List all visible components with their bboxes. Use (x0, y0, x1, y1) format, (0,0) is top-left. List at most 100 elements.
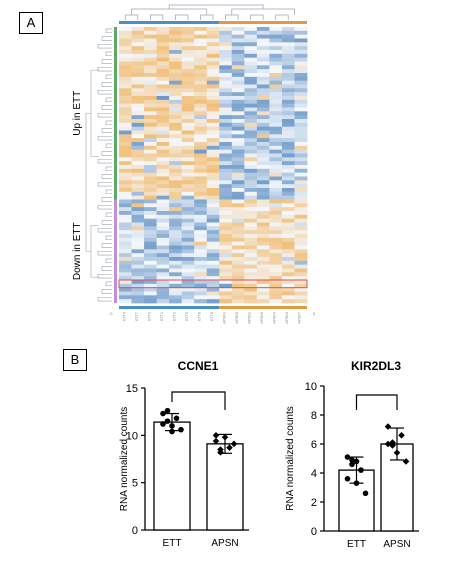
heatmap-cell (144, 176, 157, 181)
heatmap-cell (244, 119, 258, 124)
heatmap-cell (194, 53, 208, 59)
heatmap-cell (156, 184, 170, 189)
heatmap-cell (169, 283, 183, 289)
heatmap-cell (156, 299, 170, 304)
heatmap-cell (256, 287, 270, 292)
heatmap-cell (244, 260, 258, 266)
heatmap-cell (156, 264, 170, 269)
heatmap-cell (231, 241, 245, 246)
heatmap-cell (144, 260, 157, 266)
heatmap-cell (231, 245, 245, 250)
heatmap-cell (119, 260, 132, 266)
heatmap-cell (244, 107, 258, 112)
data-point (173, 415, 180, 422)
heatmap-cell (194, 199, 208, 204)
heatmap-cell (131, 130, 145, 135)
heatmap-cell (169, 92, 183, 97)
heatmap-cell (144, 130, 157, 135)
heatmap-cell (169, 195, 183, 200)
heatmap-cell (144, 119, 157, 124)
heatmap-cell (119, 268, 132, 273)
heatmap-cell (119, 57, 132, 62)
heatmap-cell (244, 287, 258, 292)
heatmap-cell (294, 191, 308, 197)
heatmap-cell (269, 76, 283, 82)
heatmap-cell (244, 149, 258, 154)
heatmap-cell (156, 211, 170, 216)
heatmap-cell (181, 199, 195, 204)
heatmap-cell (156, 280, 170, 285)
heatmap-cell (206, 207, 220, 212)
heatmap-cell (169, 42, 183, 47)
heatmap-cell (281, 260, 295, 266)
heatmap-cell (244, 153, 258, 158)
heatmap-cell (181, 264, 195, 269)
heatmap-cell (231, 234, 245, 239)
heatmap-cell (281, 161, 295, 166)
heatmap-cell (194, 234, 208, 239)
heatmap-cell (131, 222, 145, 227)
row-group-label-up: Up in ETT (72, 91, 83, 136)
heatmap-cell (181, 214, 195, 220)
heatmap-cell (231, 299, 245, 304)
heatmap-cell (119, 96, 132, 101)
heatmap-cell (119, 280, 132, 285)
heatmap-cell (269, 165, 283, 170)
heatmap-cell (144, 184, 157, 189)
heatmap-cell (156, 168, 170, 174)
heatmap-cell (294, 126, 308, 131)
heatmap-cell (156, 134, 170, 139)
heatmap-cell (206, 142, 220, 147)
heatmap-cell (269, 38, 283, 43)
heatmap-cell (294, 46, 308, 51)
heatmap-cell (269, 34, 283, 39)
heatmap-cell (294, 253, 308, 258)
heatmap-cell (144, 188, 157, 193)
heatmap-cell (294, 280, 308, 285)
heatmap-cell (244, 42, 258, 47)
heatmap-cell (169, 214, 183, 220)
heatmap-cell (169, 260, 183, 266)
heatmap-cell (169, 69, 183, 74)
heatmap-cell (294, 142, 308, 147)
heatmap-cell (144, 157, 157, 162)
heatmap-cell (231, 107, 245, 112)
heatmap-cell (131, 264, 145, 269)
data-point (344, 454, 351, 460)
heatmap-cell (269, 27, 283, 32)
heatmap-cell (256, 61, 270, 66)
heatmap-cell (156, 287, 170, 292)
heatmap-cell (294, 115, 308, 120)
heatmap-cell (181, 245, 195, 250)
heatmap-cell (131, 237, 145, 243)
heatmap-cell (181, 295, 195, 300)
heatmap-cell (131, 272, 145, 277)
heatmap-cell (281, 241, 295, 246)
ett-group-bar (119, 306, 220, 309)
heatmap-cell (194, 218, 208, 223)
heatmap-cell (244, 211, 258, 216)
data-point (226, 444, 233, 451)
heatmap-cell (294, 199, 308, 204)
heatmap-cell (219, 299, 233, 304)
heatmap-cell (219, 138, 233, 143)
heatmap-cell (281, 283, 295, 289)
highlight-row-outline (118, 279, 308, 289)
heatmap-cell (206, 88, 220, 93)
heatmap-cell (144, 249, 157, 254)
heatmap-cell (119, 180, 132, 185)
data-point (402, 458, 410, 465)
heatmap-cell (231, 145, 245, 151)
heatmap-cell (131, 184, 145, 189)
heatmap-cell (206, 299, 220, 304)
heatmap-cell (181, 80, 195, 85)
column-label: APSN2 (248, 312, 252, 324)
column-dendrogram-path (124, 4, 295, 20)
heatmap-cell (256, 145, 270, 151)
heatmap-cell (169, 30, 183, 36)
heatmap-cell (194, 188, 208, 193)
heatmap-cell (294, 249, 308, 254)
heatmap-cell (219, 76, 233, 82)
heatmap-cell (144, 96, 157, 101)
heatmap-cell (256, 69, 270, 74)
